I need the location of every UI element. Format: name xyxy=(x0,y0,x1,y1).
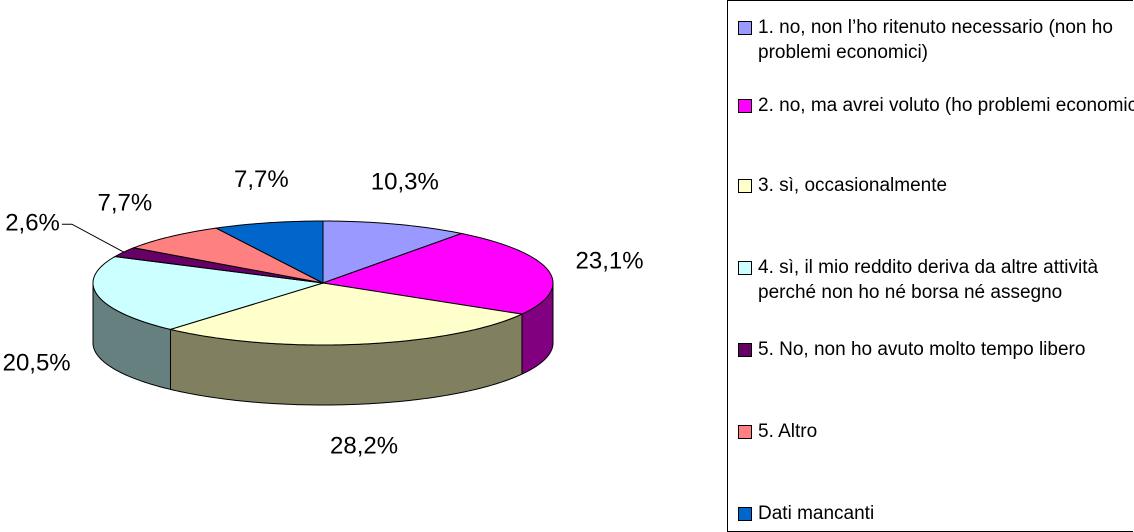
slice xyxy=(322,220,464,284)
legend: 1. no, non l’ho ritenuto necessario (non… xyxy=(727,0,1134,532)
legend-swatch xyxy=(738,507,752,521)
slice xyxy=(131,227,324,284)
legend-swatch xyxy=(738,261,752,275)
legend-swatch xyxy=(738,343,752,357)
slice xyxy=(214,220,324,284)
legend-item: 4. sì, il mio reddito deriva da altre at… xyxy=(738,255,1134,305)
legend-item: 3. sì, occasionalmente xyxy=(738,173,1134,198)
data-label: 7,7% xyxy=(97,189,152,216)
chart: 10,3% 23,1% 28,2% 20,5% 2,6% 7,7% 7,7% xyxy=(3,166,644,459)
legend-swatch xyxy=(738,99,752,113)
legend-item: 1. no, non l’ho ritenuto necessario (non… xyxy=(738,15,1134,65)
data-label: 28,2% xyxy=(330,432,398,459)
legend-label: Dati mancanti xyxy=(758,503,875,524)
data-label: 23,1% xyxy=(576,247,644,274)
data-label: 2,6% xyxy=(5,210,60,237)
slice xyxy=(322,232,554,315)
legend-item: 5. Altro xyxy=(738,419,1134,444)
legend-item: 5. No, non ho avuto molto tempo libero xyxy=(738,337,1134,362)
data-label: 10,3% xyxy=(371,168,439,195)
legend-label: 4. sì, il mio reddito deriva da altre at… xyxy=(758,257,1099,303)
legend-item: 2. no, ma avrei voluto (ho problemi econ… xyxy=(738,93,1134,118)
data-label: 7,7% xyxy=(234,166,289,193)
legend-swatch xyxy=(738,425,752,439)
legend-label: 2. no, ma avrei voluto (ho problemi econ… xyxy=(758,95,1134,116)
legend-label: 1. no, non l’ho ritenuto necessario (non… xyxy=(758,17,1113,63)
slice xyxy=(92,256,324,330)
slice xyxy=(168,282,524,346)
legend-label: 5. No, non ho avuto molto tempo libero xyxy=(758,339,1086,360)
legend-item: Dati mancanti xyxy=(738,501,1134,526)
data-label: 20,5% xyxy=(3,350,71,377)
legend-swatch xyxy=(738,21,752,35)
legend-label: 5. Altro xyxy=(758,421,818,442)
legend-swatch xyxy=(738,179,752,193)
legend-label: 3. sì, occasionalmente xyxy=(758,175,948,196)
leader-line xyxy=(61,223,124,253)
